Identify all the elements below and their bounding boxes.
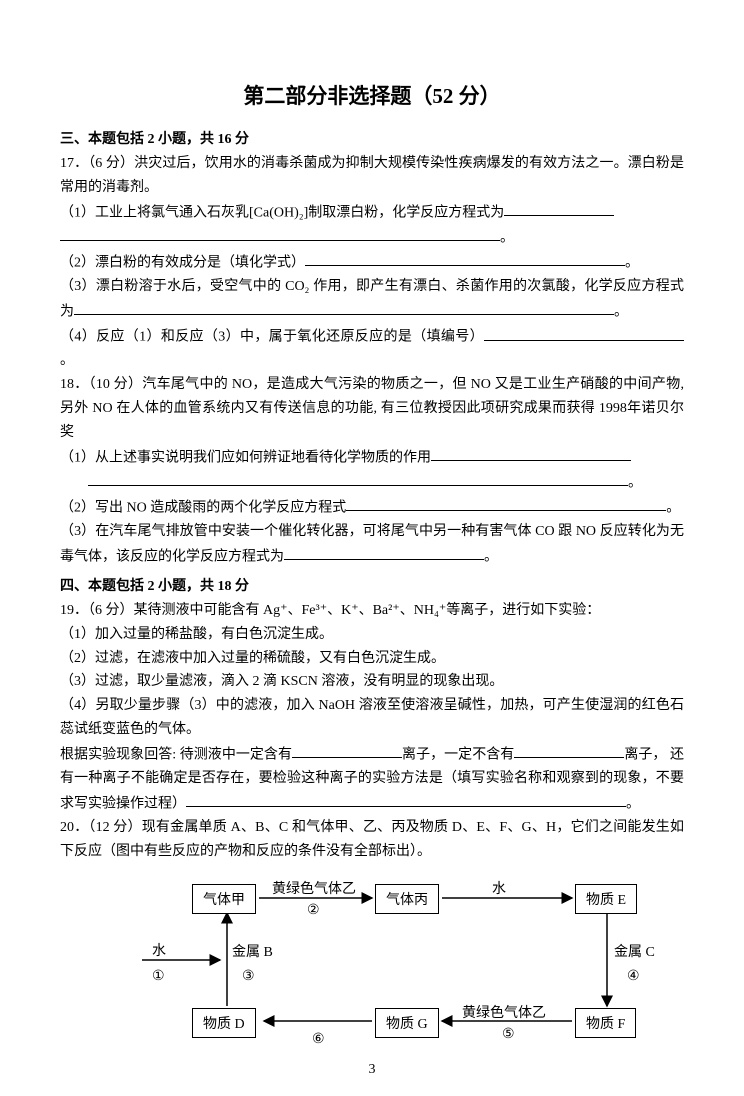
blank [431,445,631,461]
period: 。 [666,500,680,515]
section-3-header: 三、本题包括 2 小题，共 16 分 [60,128,684,148]
q18-p2-text: （2）写出 NO 造成酸雨的两个化学反应方程式 [60,500,346,515]
page: 第二部分非选择题（52 分） 三、本题包括 2 小题，共 16 分 17．（6 … [0,0,744,1096]
blank [292,742,402,758]
blank [284,544,484,560]
page-number: 3 [0,1062,744,1078]
box-wu-f: 物质 F [575,1008,636,1038]
q18-p3: （3）在汽车尾气排放管中安装一个催化转化器，可将尾气中另一种有害气体 CO 跟 … [60,520,684,569]
q19-s2: （2）过滤，在滤液中加入过量的稀硫酸，又有白色沉淀生成。 [60,647,684,671]
label-n6: ⑥ [312,1031,325,1048]
section-4-header: 四、本题包括 2 小题，共 18 分 [60,575,684,595]
blank [346,495,666,511]
reaction-diagram: 气体甲 气体丙 物质 E 物质 D 物质 G 物质 F 黄绿色气体乙 ② 水 水… [82,876,662,1056]
q18-p1: （1）从上述事实说明我们应如何辨证地看待化学物质的作用 [60,445,684,470]
q19-s4: （4）另取少量步骤（3）中的滤液，加入 NaOH 溶液至使溶液呈碱性，加热，可产… [60,694,684,742]
label-metal-c: 金属 C [614,941,655,961]
label-yellow-top: 黄绿色气体乙 [272,878,356,898]
q19-lead: 19．（6 分）某待测液中可能含有 Ag⁺、Fe³⁺、K⁺、Ba²⁺、NH₄⁺等… [60,599,684,623]
q20-lead: 20．（12 分）现有金属单质 A、B、C 和气体甲、乙、丙及物质 D、E、F、… [60,816,684,864]
box-gas-bing: 气体丙 [375,884,439,914]
q17-lead-text: 17．（6 分）洪灾过后，饮用水的消毒杀菌成为抑制大规模传染性疾病爆发的有效方法… [60,156,684,195]
label-water-right: 水 [492,878,506,898]
box-wu-g: 物质 G [375,1008,439,1038]
q17-p1: （1）工业上将氯气通入石灰乳[Ca(OH)₂]制取漂白粉，化学反应方程式为 [60,200,684,225]
box-wu-e: 物质 E [575,884,637,914]
q18-p1-cont: 。 [60,470,684,495]
q17-p2: （2）漂白粉的有效成分是（填化学式） 。 [60,250,684,275]
blank [514,742,624,758]
period: 。 [628,475,642,490]
q17-p3: （3）漂白粉溶于水后，受空气中的 CO₂ 作用，即产生有漂白、杀菌作用的次氯酸，… [60,275,684,324]
q17-p2-text: （2）漂白粉的有效成分是（填化学式） [60,255,305,270]
label-n1: ① [152,968,165,985]
q17-lead: 17．（6 分）洪灾过后，饮用水的消毒杀菌成为抑制大规模传染性疾病爆发的有效方法… [60,152,684,200]
blank [305,250,625,266]
label-water-left: 水 [152,940,166,960]
blank [74,299,614,315]
q19-tail: 根据实验现象回答: 待测液中一定含有离子，一定不含有离子， 还有一种离子不能确定… [60,742,684,816]
q18-lead: 18．（10 分）汽车尾气中的 NO，是造成大气污染的物质之一，但 NO 又是工… [60,373,684,444]
box-wu-d: 物质 D [192,1008,256,1038]
label-n5: ⑤ [502,1026,515,1043]
period: 。 [626,796,640,811]
period: 。 [60,353,74,368]
q19-tail-b: 离子，一定不含有 [402,747,514,762]
period: 。 [625,255,639,270]
blank [484,324,684,340]
label-metal-b: 金属 B [232,941,273,961]
q18-p1-text: （1）从上述事实说明我们应如何辨证地看待化学物质的作用 [60,450,431,465]
blank [504,200,614,216]
box-gas-jia: 气体甲 [192,884,256,914]
blank [60,225,500,241]
blank [88,470,628,486]
q17-p4-text: （4）反应（1）和反应（3）中，属于氧化还原反应的是（填编号） [60,330,484,345]
q18-p2: （2）写出 NO 造成酸雨的两个化学反应方程式 。 [60,495,684,520]
label-n4: ④ [627,968,640,985]
q19-tail-a: 根据实验现象回答: 待测液中一定含有 [60,747,292,762]
q18-lead-text: 18．（10 分）汽车尾气中的 NO，是造成大气污染的物质之一，但 NO 又是工… [60,377,684,440]
label-n2: ② [307,902,320,919]
q17-p1-cont: 。 [60,225,684,250]
part-title: 第二部分非选择题（52 分） [60,80,684,110]
blank [186,791,626,807]
period: 。 [484,549,498,564]
q17-p4: （4）反应（1）和反应（3）中，属于氧化还原反应的是（填编号） 。 [60,324,684,373]
period: 。 [500,230,514,245]
q19-s1: （1）加入过量的稀盐酸，有白色沉淀生成。 [60,623,684,647]
label-yellow-bottom: 黄绿色气体乙 [462,1002,546,1022]
label-n3: ③ [242,968,255,985]
q17-p1-text: （1）工业上将氯气通入石灰乳[Ca(OH)₂]制取漂白粉，化学反应方程式为 [60,205,504,220]
period: 。 [614,304,628,319]
q19-s3: （3）过滤，取少量滤液，滴入 2 滴 KSCN 溶液，没有明显的现象出现。 [60,670,684,694]
q19-tail-c: 离子， [624,747,666,762]
